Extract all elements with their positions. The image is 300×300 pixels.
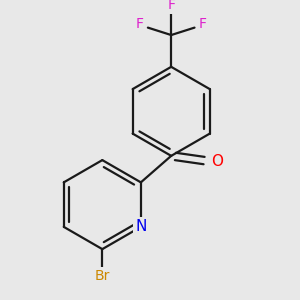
Text: F: F (199, 17, 207, 32)
Text: N: N (135, 219, 146, 234)
Text: F: F (135, 17, 143, 32)
Text: Br: Br (94, 268, 110, 283)
Text: F: F (167, 0, 175, 12)
Text: O: O (211, 154, 223, 169)
